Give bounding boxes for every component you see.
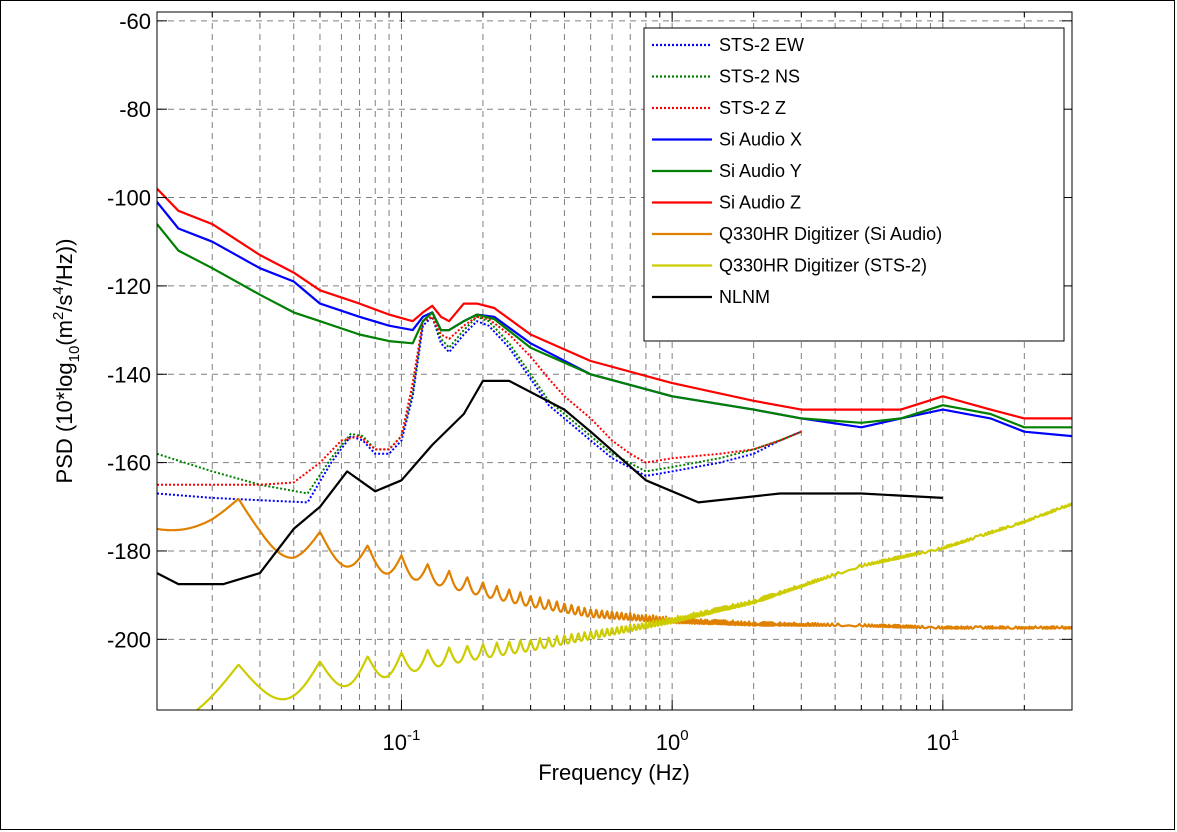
ticks	[157, 12, 1073, 710]
y-tick-label: -140	[107, 362, 151, 387]
series-line	[157, 187, 1072, 420]
y-tick-label: -100	[107, 186, 151, 211]
legend: STS-2 EW STS-2 NS STS-2 Z Si Audio X Si Audi…	[643, 27, 1065, 342]
y-tick-label: -200	[107, 627, 151, 652]
legend-label: STS-2 Z	[719, 98, 786, 118]
series-line	[157, 315, 802, 504]
series-line	[157, 223, 1072, 429]
y-tick-label: -80	[119, 97, 151, 122]
legend-label: Q330HR Digitizer (Si Audio)	[719, 224, 942, 244]
y-tick-label: -60	[119, 9, 151, 34]
series-line	[157, 498, 1072, 630]
y-tick-labels: -60 -80 -100 -120 -140 -160 -180 -200	[107, 9, 151, 652]
legend-label: Si Audio Y	[719, 161, 802, 181]
legend-label: STS-2 NS	[719, 67, 800, 87]
y-axis-label: PSD (10*log10(m2/s4/Hz))	[50, 239, 83, 484]
x-tick-label: 10-1	[383, 727, 421, 755]
plot-border	[156, 11, 1073, 711]
legend-label: Q330HR Digitizer (STS-2)	[719, 256, 927, 276]
series-line	[157, 379, 943, 586]
legend-box	[643, 27, 1065, 342]
x-tick-labels: 10-1 100 101	[383, 727, 960, 755]
series-group	[157, 187, 1072, 710]
legend-label: NLNM	[719, 287, 770, 307]
series-line	[157, 315, 802, 486]
series-line	[157, 315, 802, 495]
x-axis-label: Frequency (Hz)	[538, 760, 690, 785]
x-tick-label: 100	[656, 727, 689, 755]
legend-label: STS-2 EW	[719, 35, 804, 55]
y-tick-label: -180	[107, 539, 151, 564]
series-line	[195, 502, 1072, 710]
y-tick-label: -160	[107, 451, 151, 476]
y-tick-label: -120	[107, 274, 151, 299]
x-tick-label: 101	[926, 727, 959, 755]
legend-label: Si Audio X	[719, 130, 802, 150]
legend-label: Si Audio Z	[719, 193, 801, 213]
